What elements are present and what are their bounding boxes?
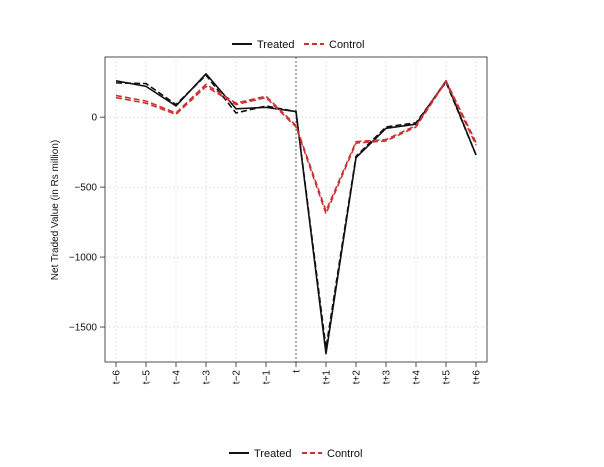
series-line-treated xyxy=(115,74,477,349)
series-lines xyxy=(115,72,477,355)
y-tick-label: −1500 xyxy=(69,323,98,334)
x-tick-label: t−1 xyxy=(262,370,273,385)
y-axis: −1500 −1000 −500 0 xyxy=(69,113,105,334)
y-tick-label: −1000 xyxy=(69,253,98,264)
x-tick-label: t+2 xyxy=(352,370,363,385)
legend-bottom: Treated Control xyxy=(229,448,362,460)
y-axis-label: Net Traded Value (in Rs million) xyxy=(50,140,61,280)
legend-top-treated-label: Treated xyxy=(257,39,295,51)
x-tick-label: t+4 xyxy=(412,370,423,385)
legend-bottom-treated-label: Treated xyxy=(254,448,292,460)
x-tick-label: t xyxy=(292,370,303,373)
y-tick-label: −500 xyxy=(74,183,97,194)
x-tick-label: t−6 xyxy=(112,370,123,385)
x-tick-label: t−2 xyxy=(232,370,243,385)
x-axis: t−6 t−5 t−4 t−3 t−2 t−1 t t+1 t+2 t+3 t+4 t+5 t+6 xyxy=(112,362,483,384)
x-tick-label: t+6 xyxy=(472,370,483,385)
legend-top-control-label: Control xyxy=(329,39,364,51)
x-tick-label: t−4 xyxy=(172,370,183,385)
x-tick-label: t+1 xyxy=(322,370,333,385)
legend-top: Treated Control xyxy=(232,39,364,51)
x-tick-label: t−5 xyxy=(142,370,153,385)
x-tick-label: t+5 xyxy=(442,370,453,385)
legend-bottom-control-label: Control xyxy=(327,448,362,460)
x-tick-label: t+3 xyxy=(382,370,393,385)
x-tick-label: t−3 xyxy=(202,370,213,385)
series-line-control xyxy=(115,80,477,215)
y-tick-label: 0 xyxy=(91,113,97,124)
